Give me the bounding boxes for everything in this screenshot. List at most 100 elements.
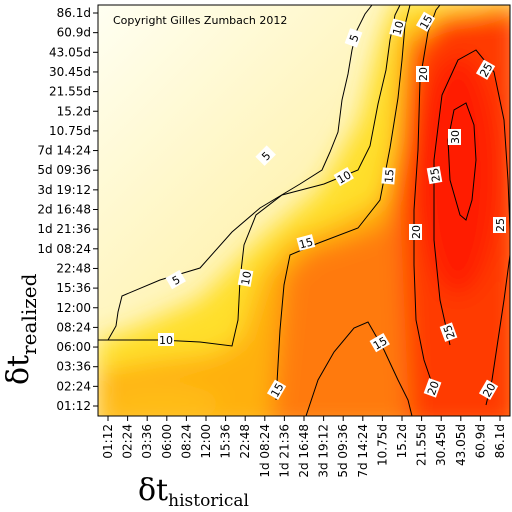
y-axis-symbol: δt [1,355,36,385]
contour-label-bg [416,66,429,82]
x-tick-label: 03:36 [140,424,154,459]
contour-label-group: 10 [237,268,254,287]
contour-labels: 5 5 5 10 10 10 10 15 15 15 15 15 20 20 20 20 25 25 25 25 30 [158,11,507,400]
contour-label-bg [415,11,436,32]
y-tick-label: 15.2d [57,104,91,118]
contour-label: 30 [449,130,462,144]
x-tick-label: 08:24 [179,424,193,459]
contour-label: 15 [382,169,396,184]
x-tick-label: 3d 19:12 [317,424,331,478]
contour-label-group: 20 [416,66,430,82]
contour-label-group: 25 [475,59,496,80]
contour-label-group: 15 [296,234,316,252]
x-tick-label: 2d 16:48 [297,424,311,478]
contour-label-bg [389,18,406,38]
contour-30 [447,102,477,221]
contour-label-bg [158,333,174,346]
svg-text:δthistorical: δthistorical [138,473,249,511]
contour-label-bg [426,166,443,185]
contour-5 [107,5,373,341]
contour-label-bg [344,28,363,48]
y-tick-label: 3d 19:12 [37,183,91,197]
contour-15-bottom [305,321,413,416]
contour-label-group: 10 [333,166,354,187]
contour-label: 20 [410,225,423,239]
contour-label-group: 5 [344,28,363,48]
y-axis-label: δtrealized [1,273,41,385]
contour-label-bg [493,217,506,233]
contour-label-group: 15 [266,379,287,400]
heat-peak [418,55,498,295]
contour-label-bg [448,129,461,145]
contour-label-group: 15 [415,11,436,32]
contour-label-bg [423,378,442,398]
x-tick-label: 30.45d [434,424,448,466]
contour-label-group: 25 [493,217,507,233]
y-tick-label: 1d 21:36 [37,222,91,236]
y-tick-label: 06:00 [56,340,91,354]
contour-label-group: 20 [423,378,442,398]
contour-label: 25 [428,167,443,183]
contour-label: 10 [335,168,354,186]
contour-label-bg [369,332,390,353]
copyright-annotation: Copyright Gilles Zumbach 2012 [113,14,287,27]
y-tick-label: 1d 08:24 [37,242,91,256]
contour-label: 25 [477,61,495,80]
y-tick-label: 21.55d [49,85,91,99]
x-tick-label: 15.2d [395,424,409,458]
contour-label-bg [255,145,276,166]
y-tick-label: 43.05d [49,45,91,59]
x-tick-label: 10.75d [375,424,389,466]
y-tick-label: 02:24 [56,379,91,393]
y-axis: 01:12 02:24 03:36 06:00 08:24 12:00 15:36 22:48… [37,6,98,413]
y-tick-label: 22:48 [56,261,91,275]
contour-label-group: 15 [381,167,397,185]
x-tick-label: 06:00 [160,424,174,459]
contour-label-group: 15 [369,332,390,353]
contour-label-bg [381,167,396,185]
y-tick-label: 86.1d [57,6,91,20]
contour-label-bg [478,379,499,400]
y-tick-label: 15:36 [56,281,91,295]
x-tick-label: 86.1d [493,424,507,458]
contour-label-bg [237,268,254,287]
contour-label-group: 30 [448,129,462,145]
x-axis-subscript: historical [168,491,249,511]
contour-label-group: 5 [165,269,186,290]
x-tick-label: 01:12 [101,424,115,459]
x-tick-label: 02:24 [121,424,135,459]
contour-label-group: 5 [255,145,276,166]
x-axis: 01:12 02:24 03:36 06:00 08:24 12:00 15:36 22:48… [101,416,507,478]
x-tick-label: 22:48 [238,424,252,459]
contour-label-bg [439,322,458,342]
contour-label: 5 [347,33,362,44]
y-tick-label: 01:12 [56,399,91,413]
x-tick-label: 1d 08:24 [258,424,272,478]
contour-label-bg [333,166,354,187]
contour-25 [433,49,510,346]
contour-label: 10 [390,20,406,37]
contour-label: 20 [480,381,498,400]
heat-lowspot-bottom [100,383,220,416]
contour-label-group: 10 [389,18,407,38]
heatmap-field [98,5,510,416]
contour-label-bg [475,59,496,80]
x-axis-label: δthistorical [138,473,249,511]
svg-text:δtrealized: δtrealized [1,273,41,385]
contour-label-bg [266,379,287,400]
contour-label: 10 [159,334,173,347]
contour-label-bg [296,234,316,251]
x-tick-label: 21.55d [415,424,429,466]
y-tick-label: 2d 16:48 [37,203,91,217]
x-tick-label: 60.9d [473,424,487,458]
contour-label: 25 [494,218,507,232]
contour-label-group: 25 [426,166,443,185]
x-axis-symbol: δt [138,473,168,508]
contour-label: 25 [441,323,458,341]
contour-label-group: 25 [439,322,458,342]
contour-label: 20 [425,379,442,397]
y-tick-label: 10.75d [49,124,91,138]
contour-label: 20 [417,67,430,81]
contour-label: 15 [268,381,286,400]
contour-lines [98,5,510,416]
